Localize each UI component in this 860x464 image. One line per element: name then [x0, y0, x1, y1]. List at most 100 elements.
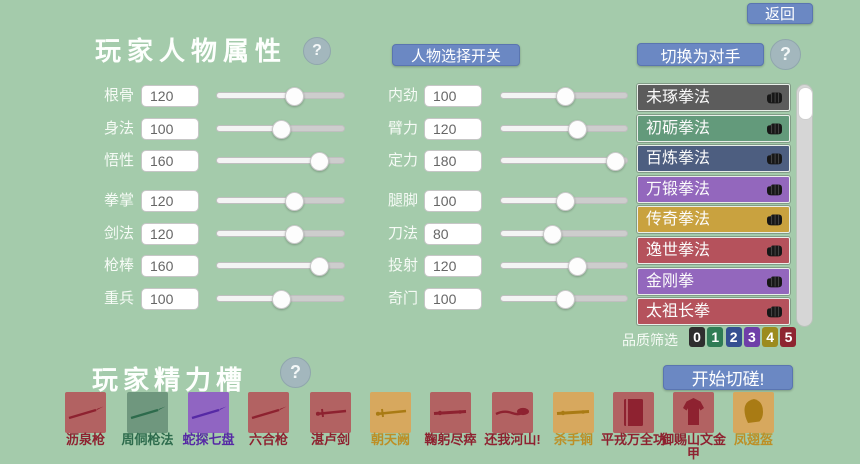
skill-name: 初砺拳法 [646, 119, 711, 137]
energy-slot-card[interactable] [553, 392, 594, 433]
energy-slot-label[interactable]: 朝天阙 [370, 432, 410, 447]
attribute-slider[interactable] [216, 257, 345, 276]
slider-thumb[interactable] [310, 257, 330, 276]
slider-thumb[interactable] [284, 87, 304, 106]
page-title: 玩家人物属性 [95, 36, 288, 66]
energy-slot-label[interactable]: 沥泉枪 [65, 432, 105, 447]
attribute-slider[interactable] [216, 120, 345, 139]
quality-filter-option[interactable]: 1 [707, 327, 724, 347]
energy-slot-card[interactable] [248, 392, 289, 433]
attribute-value-input[interactable] [141, 288, 199, 310]
switch-to-opponent-button[interactable]: 切换为对手 [637, 43, 764, 66]
attribute-value-input[interactable] [424, 85, 482, 107]
skill-list-item[interactable]: 万锻拳法 [637, 175, 790, 203]
attribute-slider[interactable] [500, 192, 628, 211]
attribute-slider[interactable] [216, 225, 345, 244]
slider-thumb[interactable] [272, 120, 291, 139]
slider-fill [501, 158, 615, 163]
brush-icon [495, 407, 529, 416]
energy-slot-card[interactable] [310, 392, 351, 433]
slider-thumb[interactable] [555, 290, 575, 309]
energy-slot-card[interactable] [430, 392, 471, 433]
slider-thumb[interactable] [272, 290, 291, 309]
attribute-slider[interactable] [216, 152, 345, 171]
back-button[interactable]: 返回 [747, 3, 813, 24]
fist-icon [764, 210, 784, 230]
quality-filter-option[interactable]: 5 [780, 327, 797, 347]
energy-slot-label[interactable]: 湛卢剑 [310, 432, 350, 447]
character-select-toggle-button[interactable]: 人物选择开关 [392, 44, 520, 66]
attribute-slider[interactable] [500, 257, 628, 276]
skill-list-item[interactable]: 未琢拳法 [637, 84, 790, 111]
skill-list-item[interactable]: 传奇拳法 [637, 206, 790, 234]
energy-slot-card[interactable] [127, 392, 168, 433]
attribute-value-input[interactable] [424, 150, 482, 172]
attribute-row: 腿脚 [0, 190, 860, 212]
slider-thumb[interactable] [542, 225, 562, 244]
attribute-value-input[interactable] [141, 85, 199, 107]
attribute-slider[interactable] [500, 290, 628, 309]
quality-filter-option[interactable]: 3 [743, 327, 760, 347]
slider-thumb[interactable] [284, 225, 304, 244]
attribute-slider[interactable] [216, 192, 345, 211]
fist-icon [764, 119, 784, 139]
energy-slot-label[interactable]: 御赐山文金甲 [660, 432, 726, 462]
energy-slot-card[interactable] [188, 392, 229, 433]
energy-slot-label[interactable]: 鞠躬尽瘁 [424, 432, 477, 447]
attribute-slider[interactable] [500, 120, 628, 139]
energy-slot-card[interactable] [492, 392, 533, 433]
energy-slot-label[interactable]: 凤翅盔 [733, 432, 773, 447]
energy-slot-label[interactable]: 平戎万全功 [600, 432, 666, 447]
slider-thumb[interactable] [605, 152, 625, 171]
attribute-row: 定力 [0, 150, 860, 172]
attribute-slider[interactable] [500, 225, 628, 244]
slider-thumb[interactable] [310, 152, 330, 171]
energy-help-button[interactable]: ? [280, 357, 311, 388]
skill-list-item[interactable]: 太祖长拳 [637, 298, 790, 326]
skill-list-scrollbar[interactable] [796, 84, 813, 327]
attribute-slider[interactable] [500, 152, 628, 171]
energy-slot-card[interactable] [613, 392, 654, 433]
switch-help-button[interactable]: ? [770, 39, 801, 70]
attribute-slider[interactable] [500, 87, 628, 106]
attribute-value-input[interactable] [424, 288, 482, 310]
attribute-value-input[interactable] [424, 255, 482, 277]
skill-list-item[interactable]: 金刚拳 [637, 267, 790, 295]
attribute-label: 定力 [387, 152, 418, 169]
energy-slot-card[interactable] [673, 392, 714, 433]
attribute-value-input[interactable] [141, 150, 199, 172]
quality-filter-option[interactable]: 2 [725, 327, 742, 347]
attribute-row: 根骨 [0, 85, 860, 107]
energy-slot-label[interactable]: 周侗枪法 [121, 432, 174, 447]
attribute-value-input[interactable] [141, 190, 199, 212]
attribute-slider[interactable] [216, 290, 345, 309]
quality-filter-option[interactable]: 0 [689, 327, 705, 347]
energy-slot-label[interactable]: 杀手锏 [553, 432, 593, 447]
attribute-value-input[interactable] [424, 190, 482, 212]
sword-icon [375, 408, 407, 418]
slider-thumb[interactable] [555, 192, 575, 211]
attributes-help-button[interactable]: ? [303, 37, 331, 65]
energy-slot-card[interactable] [370, 392, 411, 433]
attribute-value-input[interactable] [141, 118, 199, 140]
slider-thumb[interactable] [555, 87, 575, 106]
energy-slot-label[interactable]: 蛇探七盘 [182, 432, 235, 447]
attribute-slider[interactable] [216, 87, 345, 106]
skill-list-item[interactable]: 逸世拳法 [637, 236, 790, 264]
energy-slot-label[interactable]: 六合枪 [248, 432, 288, 447]
skill-list-item[interactable]: 初砺拳法 [637, 114, 790, 142]
attribute-value-input[interactable] [424, 118, 482, 140]
energy-slot-card[interactable] [65, 392, 106, 433]
slider-thumb[interactable] [568, 120, 588, 139]
slider-thumb[interactable] [284, 192, 304, 211]
energy-slot-card[interactable] [733, 392, 774, 433]
scrollbar-thumb[interactable] [798, 87, 813, 120]
start-sparring-button[interactable]: 开始切磋! [663, 365, 793, 390]
attribute-value-input[interactable] [141, 223, 199, 245]
attribute-value-input[interactable] [141, 255, 199, 277]
attribute-value-input[interactable] [424, 223, 482, 245]
energy-slot-label[interactable]: 还我河山! [484, 432, 541, 447]
skill-list-item[interactable]: 百炼拳法 [637, 145, 790, 173]
slider-thumb[interactable] [568, 257, 588, 276]
quality-filter-option[interactable]: 4 [762, 327, 779, 347]
